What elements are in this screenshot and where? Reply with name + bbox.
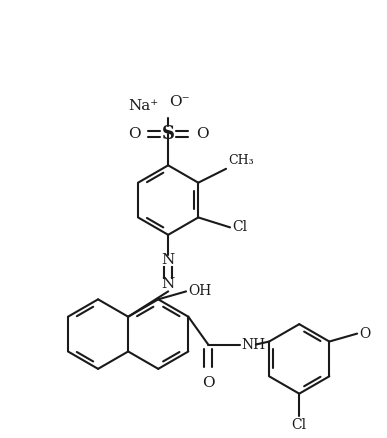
Text: Cl: Cl <box>292 418 307 432</box>
Text: S: S <box>162 124 175 142</box>
Text: N: N <box>161 253 175 267</box>
Text: CH₃: CH₃ <box>228 154 254 167</box>
Text: O: O <box>359 327 370 341</box>
Text: O: O <box>196 127 209 141</box>
Text: O: O <box>128 127 140 141</box>
Text: OH: OH <box>188 284 211 298</box>
Text: NH: NH <box>241 338 265 352</box>
Text: N: N <box>161 277 175 291</box>
Text: O: O <box>202 376 214 390</box>
Text: O⁻: O⁻ <box>169 95 190 109</box>
Text: Cl: Cl <box>232 220 247 234</box>
Text: Na⁺: Na⁺ <box>128 99 159 113</box>
